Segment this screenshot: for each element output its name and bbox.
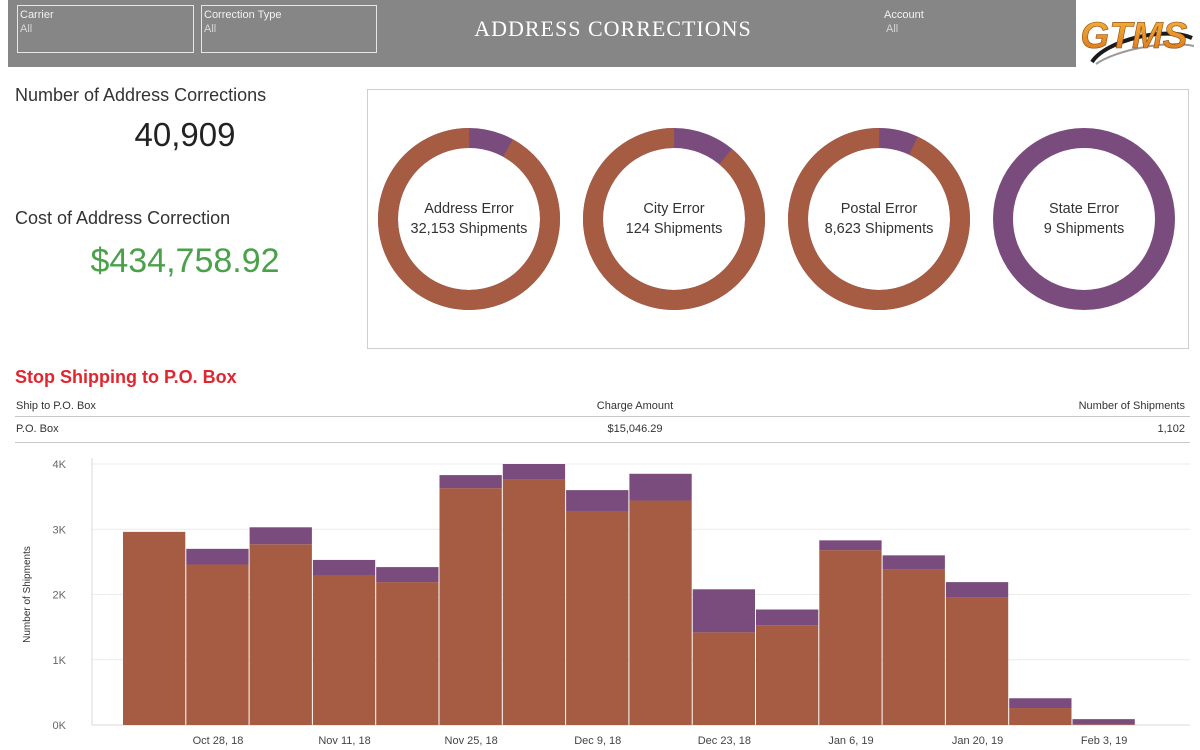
- bar-segment-secondary[interactable]: [945, 582, 1009, 598]
- bar-segment-secondary[interactable]: [692, 589, 755, 633]
- bar-segment-primary[interactable]: [566, 510, 629, 725]
- bar-segment-primary[interactable]: [376, 582, 439, 725]
- correction-type-filter-label: Correction Type: [204, 9, 282, 21]
- donut-ring: [788, 128, 970, 310]
- y-tick-label: 4K: [53, 459, 67, 471]
- donut-title: City Error: [643, 201, 705, 217]
- bar-segment-secondary[interactable]: [629, 473, 692, 501]
- svg-text:GTMS: GTMS: [1081, 15, 1188, 56]
- bar-segment-secondary[interactable]: [1009, 698, 1072, 709]
- header-bar: Carrier All Correction Type All ADDRESS …: [8, 0, 1194, 67]
- bar-segment-secondary[interactable]: [312, 559, 376, 576]
- x-tick-label: Jan 6, 19: [828, 735, 873, 747]
- y-tick-label: 0K: [53, 720, 67, 732]
- bar-segment-primary[interactable]: [249, 544, 312, 725]
- carrier-filter[interactable]: Carrier All: [17, 5, 194, 53]
- donut-ring: [993, 128, 1175, 310]
- y-tick-label: 2K: [53, 590, 67, 602]
- column-header[interactable]: Ship to P.O. Box: [16, 400, 96, 412]
- bar-segment-secondary[interactable]: [502, 464, 566, 480]
- donut-count: 124 Shipments: [625, 221, 723, 237]
- donut-ring: [378, 128, 560, 310]
- account-filter[interactable]: Account All: [884, 9, 924, 35]
- bar-segment-primary[interactable]: [629, 500, 692, 725]
- bar-segment-secondary[interactable]: [186, 548, 249, 565]
- bar-segment-secondary[interactable]: [566, 490, 629, 511]
- bar-segment-secondary[interactable]: [882, 555, 945, 570]
- bar-segment-primary[interactable]: [123, 531, 186, 725]
- kpi-cost-value: $434,758.92: [90, 242, 280, 280]
- table-row[interactable]: P.O. Box $15,046.29 1,102: [15, 417, 1190, 443]
- table-header-row: Ship to P.O. Box Charge Amount Number of…: [15, 397, 1190, 417]
- y-tick-label: 3K: [53, 524, 67, 536]
- column-header[interactable]: Number of Shipments: [1078, 400, 1185, 412]
- bar-segment-primary[interactable]: [1009, 708, 1072, 725]
- bar-segment-secondary[interactable]: [756, 609, 819, 626]
- bar-segment-primary[interactable]: [186, 564, 249, 725]
- x-tick-label: Oct 28, 18: [193, 735, 244, 747]
- bar-segment-primary[interactable]: [756, 625, 819, 725]
- donut-address-error[interactable]: Address Error 32,153 Shipments: [378, 128, 560, 310]
- column-header[interactable]: Charge Amount: [596, 400, 674, 412]
- donut-city-error[interactable]: City Error 124 Shipments: [583, 128, 765, 310]
- y-tick-label: 1K: [53, 655, 67, 667]
- donut-postal-error[interactable]: Postal Error 8,623 Shipments: [788, 128, 970, 310]
- x-tick-label: Dec 23, 18: [698, 735, 751, 747]
- pobox-table: Ship to P.O. Box Charge Amount Number of…: [15, 397, 1190, 443]
- kpi-cost-label: Cost of Address Correction: [15, 208, 231, 228]
- donut-segment-minor[interactable]: [993, 128, 1175, 310]
- page-title: ADDRESS CORRECTIONS: [474, 16, 752, 41]
- donut-title: Address Error: [424, 201, 514, 217]
- x-tick-label: Feb 3, 19: [1081, 735, 1127, 747]
- weekly-shipments-chart: 0K 1K 2K 3K 4K Number of Shipments Oct 28, 18 N…: [22, 458, 1190, 747]
- kpi-count-value: 40,909: [134, 116, 236, 153]
- bar-segment-primary[interactable]: [439, 488, 502, 725]
- bar-segment-primary[interactable]: [819, 550, 882, 725]
- bar-segment-primary[interactable]: [945, 597, 1009, 725]
- donut-title: Postal Error: [840, 201, 918, 217]
- carrier-filter-label: Carrier: [20, 9, 54, 21]
- donut-count: 9 Shipments: [1043, 221, 1125, 237]
- y-axis-title: Number of Shipments: [22, 546, 33, 643]
- x-tick-label: Dec 9, 18: [574, 735, 621, 747]
- error-type-panel: Address Error 32,153 Shipments City Erro…: [367, 89, 1189, 349]
- bar-segment-secondary[interactable]: [249, 527, 312, 545]
- x-tick-label: Nov 11, 18: [318, 735, 370, 747]
- donut-count: 8,623 Shipments: [824, 221, 934, 237]
- carrier-filter-value[interactable]: All: [20, 23, 33, 35]
- donut-title: State Error: [1048, 201, 1120, 217]
- gtms-logo: GTMS: [1076, 0, 1194, 67]
- donut-segment-major[interactable]: [583, 128, 765, 310]
- bar-segment-primary[interactable]: [312, 575, 376, 725]
- table-cell: $15,046.29: [607, 423, 663, 436]
- kpi-count-label: Number of Address Corrections: [15, 85, 267, 105]
- correction-type-filter-value[interactable]: All: [204, 23, 217, 35]
- bar-segment-secondary[interactable]: [1072, 719, 1135, 725]
- bar-segment-primary[interactable]: [1072, 724, 1135, 725]
- donut-count: 32,153 Shipments: [410, 221, 528, 237]
- table-cell: P.O. Box: [16, 423, 59, 436]
- bar-segment-secondary[interactable]: [376, 567, 439, 583]
- x-tick-label: Nov 25, 18: [445, 735, 498, 747]
- account-filter-label: Account: [884, 9, 924, 21]
- correction-type-filter[interactable]: Correction Type All: [201, 5, 377, 53]
- account-filter-value[interactable]: All: [886, 23, 899, 35]
- donut-ring: [583, 128, 765, 310]
- bar-segment-secondary[interactable]: [819, 540, 882, 551]
- pobox-section-title: Stop Shipping to P.O. Box: [15, 367, 237, 387]
- bar-segment-primary[interactable]: [692, 632, 755, 725]
- bar-segment-primary[interactable]: [502, 479, 566, 725]
- donut-state-error[interactable]: State Error 9 Shipments: [993, 128, 1175, 310]
- bar-segment-primary[interactable]: [882, 569, 945, 725]
- table-cell: 1,102: [1157, 423, 1185, 436]
- bar-segment-secondary[interactable]: [439, 475, 502, 489]
- x-tick-label: Jan 20, 19: [952, 735, 1003, 747]
